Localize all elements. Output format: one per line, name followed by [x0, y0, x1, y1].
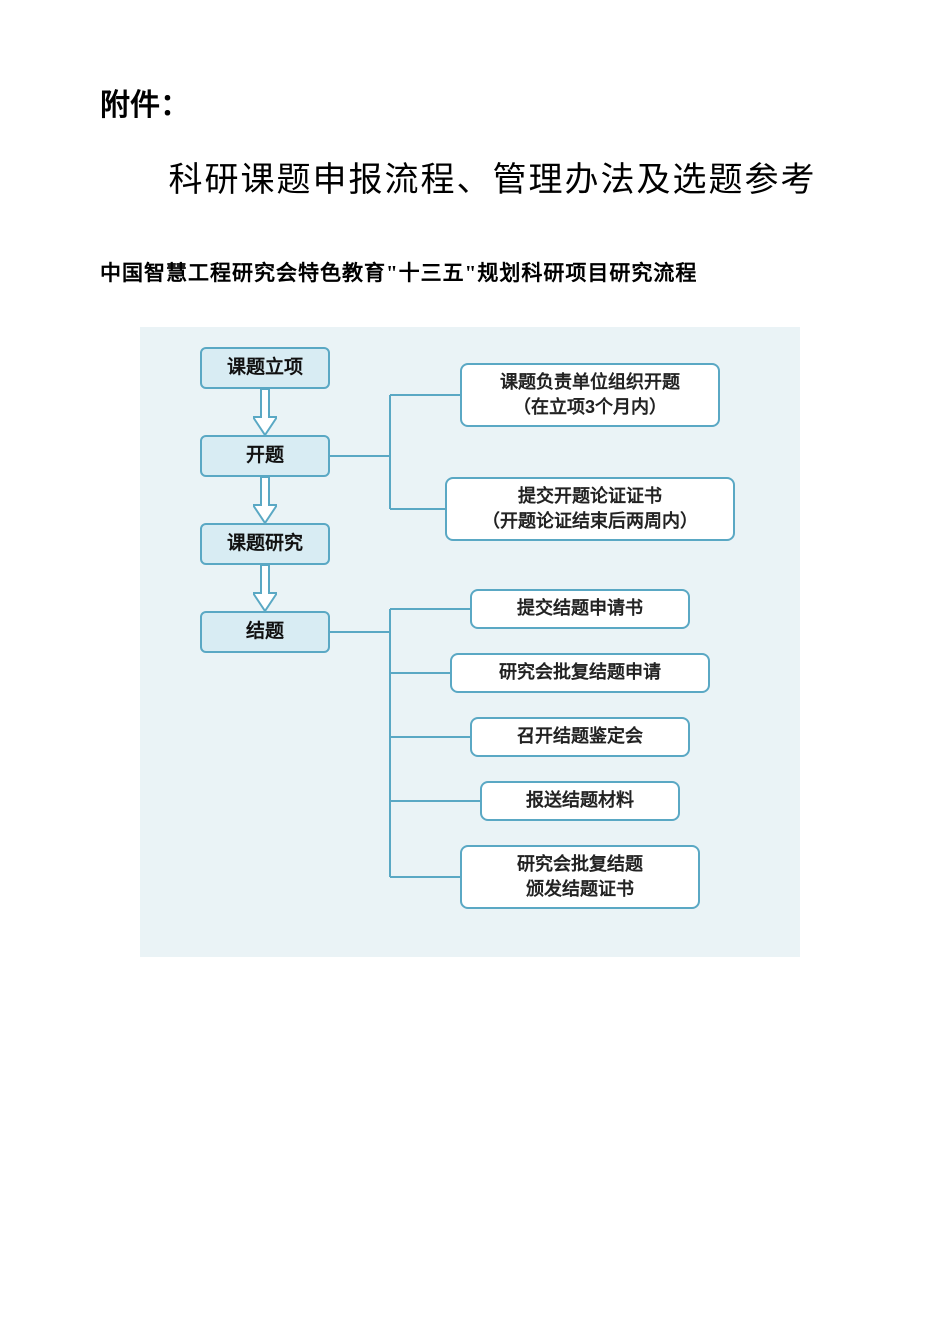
flow-main-node: 开题	[200, 435, 330, 477]
flow-connector	[389, 395, 391, 509]
attachment-label: 附件：	[100, 80, 855, 124]
flow-connector	[390, 736, 470, 738]
flow-side-node: 报送结题材料	[480, 781, 680, 821]
flow-side-node: 召开结题鉴定会	[470, 717, 690, 757]
flow-side-node: 提交结题申请书	[470, 589, 690, 629]
flow-side-node: 研究会批复结题申请	[450, 653, 710, 693]
document-page: 附件： 科研课题申报流程、管理办法及选题参考 中国智慧工程研究会特色教育"十三五…	[0, 0, 945, 957]
flow-main-node: 课题立项	[200, 347, 330, 389]
flow-main-node: 结题	[200, 611, 330, 653]
flow-connector	[390, 394, 460, 396]
flow-arrow-down-icon	[253, 477, 277, 523]
flow-connector	[390, 876, 460, 878]
flow-side-node: 研究会批复结题 颁发结题证书	[460, 845, 700, 909]
flow-connector	[330, 631, 390, 633]
flow-side-node: 提交开题论证证书 （开题论证结束后两周内）	[445, 477, 735, 541]
flow-connector	[390, 508, 445, 510]
flow-arrow-down-icon	[253, 565, 277, 611]
page-subtitle: 中国智慧工程研究会特色教育"十三五"规划科研项目研究流程	[100, 257, 855, 287]
page-title: 科研课题申报流程、管理办法及选题参考	[130, 152, 855, 201]
flow-connector	[390, 672, 450, 674]
flow-connector	[389, 609, 391, 877]
flow-connector	[390, 608, 470, 610]
flowchart-canvas: 课题立项开题课题研究结题 课题负责单位组织开题 （在立项3个月内） 提交开题论证证书…	[140, 327, 800, 957]
flow-main-node: 课题研究	[200, 523, 330, 565]
flow-connector	[330, 455, 390, 457]
flow-arrow-down-icon	[253, 389, 277, 435]
flow-side-node: 课题负责单位组织开题 （在立项3个月内）	[460, 363, 720, 427]
flow-connector	[390, 800, 480, 802]
